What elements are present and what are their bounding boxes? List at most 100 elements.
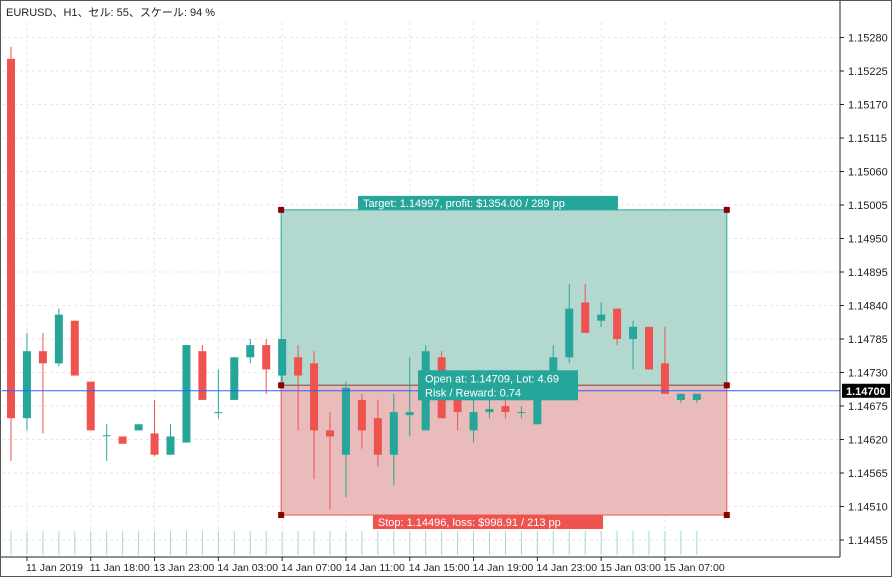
candle xyxy=(517,406,526,419)
candle xyxy=(214,369,223,419)
candle-body xyxy=(692,393,701,400)
time-tick-label: 14 Jan 11:00 xyxy=(345,562,405,574)
candle xyxy=(86,381,95,431)
risk-reward-label: Risk / Reward: 0.74 xyxy=(425,387,521,399)
candle-body xyxy=(533,393,542,425)
candle xyxy=(373,399,382,467)
candle xyxy=(326,412,334,510)
candle xyxy=(294,345,303,431)
candle-body xyxy=(485,409,494,413)
candle-body xyxy=(246,345,255,358)
price-tick-label: 1.14565 xyxy=(848,468,888,480)
current-price-tag-bg xyxy=(842,383,890,398)
profit-zone xyxy=(280,209,728,386)
candle-body xyxy=(198,351,207,400)
candle xyxy=(278,339,287,382)
candle-body xyxy=(102,435,111,437)
candle-body xyxy=(389,412,398,455)
price-tick-label: 1.14895 xyxy=(848,267,888,279)
candle-body xyxy=(230,357,239,400)
candle xyxy=(597,302,606,327)
price-tick-label: 1.15280 xyxy=(848,33,888,45)
current-price-tag: 1.14700 xyxy=(846,386,886,398)
candle xyxy=(469,393,478,443)
price-tick-label: 1.14675 xyxy=(848,401,888,413)
position-handle[interactable] xyxy=(723,382,730,389)
time-tick-label: 14 Jan 03:00 xyxy=(217,562,278,574)
candle-body xyxy=(22,351,31,419)
time-tick-label: 14 Jan 15:00 xyxy=(409,562,470,574)
open-info-bg xyxy=(418,370,578,401)
candle-body xyxy=(278,339,287,376)
stop-label: Stop: 1.14496, loss: $998.91 / 213 pp xyxy=(378,517,561,529)
position-handle[interactable] xyxy=(278,206,285,213)
time-tick-label: 14 Jan 07:00 xyxy=(281,562,342,574)
candle-body xyxy=(262,345,271,370)
candle-body xyxy=(373,418,382,455)
candle xyxy=(676,393,685,403)
candle-body xyxy=(469,412,478,431)
candle xyxy=(150,399,159,457)
price-tick-label: 1.14950 xyxy=(848,234,888,246)
candle xyxy=(613,308,622,346)
price-tick-label: 1.15005 xyxy=(848,200,888,212)
position-handle[interactable] xyxy=(278,382,285,389)
candle xyxy=(660,326,669,394)
candle xyxy=(389,393,398,486)
time-tick-label: 14 Jan 19:00 xyxy=(473,562,534,574)
position-handle[interactable] xyxy=(723,206,730,213)
price-tick-label: 1.15225 xyxy=(848,66,888,78)
price-tick-label: 1.15115 xyxy=(848,133,887,145)
candle-body xyxy=(405,412,414,416)
candle xyxy=(102,424,111,461)
candle xyxy=(357,393,366,449)
target-label-bg xyxy=(358,195,618,210)
price-tick-label: 1.14730 xyxy=(848,368,888,380)
candle-body xyxy=(182,345,191,443)
candle xyxy=(692,393,701,403)
candle xyxy=(405,357,414,437)
candle-body xyxy=(597,314,606,321)
candle-body xyxy=(294,357,303,376)
position-handle[interactable] xyxy=(723,512,730,519)
stop-label-bg xyxy=(372,515,604,530)
price-tick-label: 1.14510 xyxy=(848,502,888,514)
candle-body xyxy=(70,320,79,376)
candle-body xyxy=(310,363,319,431)
candle xyxy=(310,351,319,480)
candle-body xyxy=(134,424,143,431)
candle xyxy=(182,345,191,443)
time-tick-label: 13 Jan 23:00 xyxy=(154,562,215,574)
open-label: Open at: 1.14709, Lot: 4.69 xyxy=(425,373,559,385)
candle-body xyxy=(86,381,95,431)
price-tick-label: 1.14840 xyxy=(848,301,888,313)
position-handle[interactable] xyxy=(278,512,285,519)
candle xyxy=(54,308,63,367)
candle-body xyxy=(613,308,622,339)
candle-body xyxy=(660,363,669,394)
candle-body xyxy=(54,314,63,364)
candle-body xyxy=(326,430,334,437)
candle-body xyxy=(453,399,462,413)
candle xyxy=(134,424,143,431)
candle-body xyxy=(357,399,366,431)
candle xyxy=(166,424,175,455)
price-tick-label: 1.15170 xyxy=(848,100,888,112)
price-tick-label: 1.14785 xyxy=(848,334,888,346)
price-tick-label: 1.14455 xyxy=(848,535,888,547)
candle xyxy=(38,332,47,434)
candle xyxy=(485,399,494,419)
candle-body xyxy=(150,433,159,455)
candle xyxy=(629,320,638,370)
candle xyxy=(198,345,207,400)
candle-body xyxy=(166,436,175,455)
position-labels: Target: 1.14997, profit: $1354.00 / 289 … xyxy=(358,195,618,530)
candle xyxy=(262,339,271,394)
time-tick-label: 15 Jan 07:00 xyxy=(664,562,725,574)
time-tick-label: 14 Jan 23:00 xyxy=(536,562,597,574)
candle xyxy=(246,339,255,364)
candle-body xyxy=(581,302,590,333)
